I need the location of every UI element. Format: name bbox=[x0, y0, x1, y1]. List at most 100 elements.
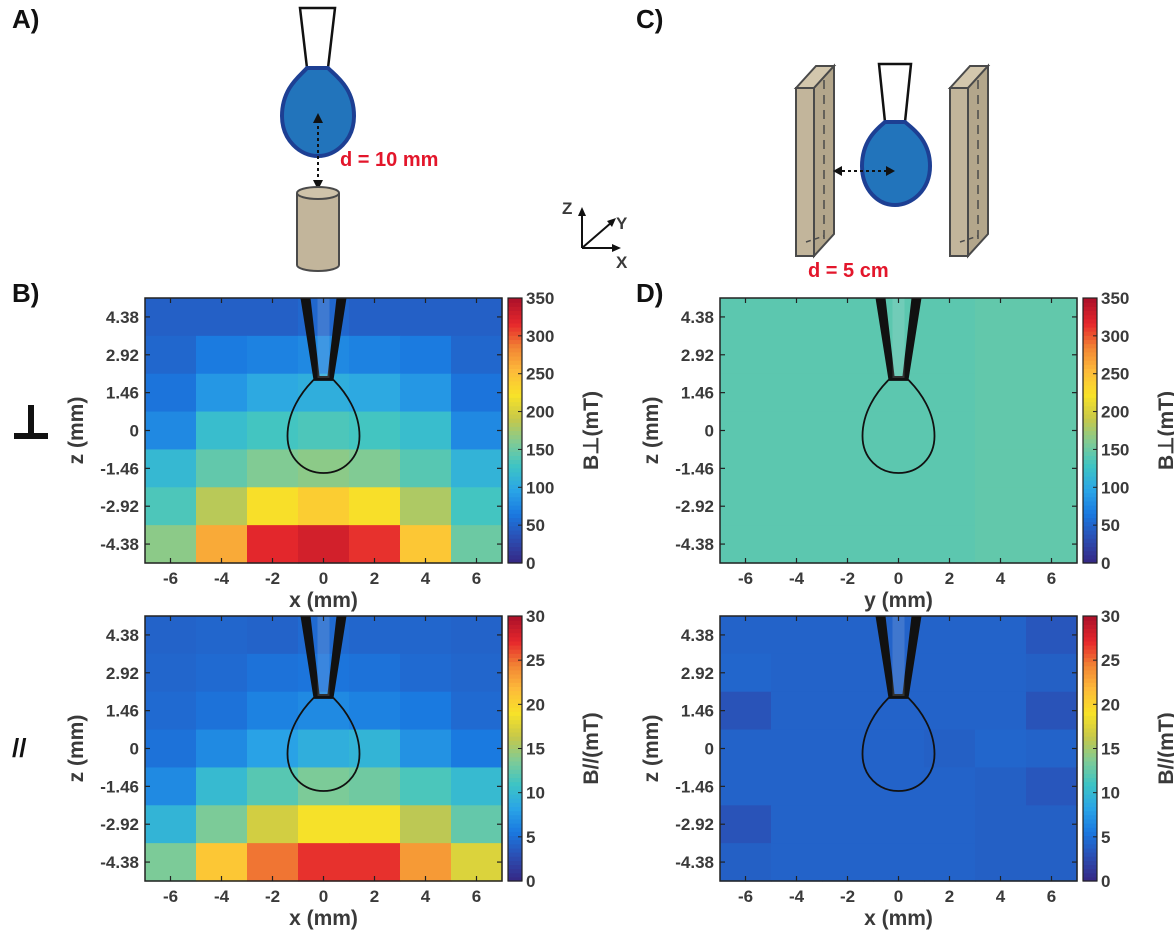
heatmap-cell bbox=[145, 729, 197, 769]
heatmap-cell bbox=[247, 767, 299, 806]
colorbar-tick-label: 0 bbox=[526, 872, 535, 891]
heatmap-cell bbox=[451, 616, 503, 655]
heatmap-cell bbox=[247, 805, 299, 844]
colorbar-segment bbox=[1083, 355, 1097, 361]
y-tick-label: 1.46 bbox=[106, 384, 139, 403]
colorbar-segment bbox=[1083, 765, 1097, 770]
y-tick-label: 4.38 bbox=[106, 626, 139, 645]
colorbar-segment bbox=[508, 682, 522, 687]
colorbar-segment bbox=[1083, 616, 1097, 621]
colorbar-segment bbox=[1083, 818, 1097, 824]
heatmap-cell bbox=[1026, 767, 1078, 806]
x-tick-label: 6 bbox=[1047, 569, 1056, 588]
colorbar-segment bbox=[508, 760, 522, 766]
x-tick-label: -2 bbox=[265, 569, 280, 588]
colorbar-tick-label: 30 bbox=[526, 607, 545, 626]
colorbar-segment bbox=[1083, 698, 1097, 704]
colorbar-segment bbox=[508, 727, 522, 733]
heatmap-cell bbox=[196, 411, 248, 451]
heatmap-cell bbox=[349, 525, 401, 564]
magnet-bar-right bbox=[949, 87, 969, 257]
colorbar-segment bbox=[1083, 488, 1097, 494]
colorbar-segment bbox=[508, 719, 522, 725]
colorbar-segment bbox=[508, 702, 522, 708]
colorbar-segment bbox=[508, 678, 522, 683]
colorbar-segment bbox=[1083, 785, 1097, 791]
heatmap-cell bbox=[771, 487, 823, 526]
colorbar-segment bbox=[508, 632, 522, 638]
colorbar-segment bbox=[508, 521, 522, 527]
colorbar-segment bbox=[1083, 442, 1097, 448]
colorbar-segment bbox=[1083, 326, 1097, 332]
heatmap-cell bbox=[720, 843, 772, 882]
colorbar-segment bbox=[508, 389, 522, 394]
heatmap-D-bottom: -6 -4 -2 0 2 4 6 4.38 2.92 1.46 0 -1.46 -2.92 -4.38 x … bbox=[640, 607, 1174, 930]
y-tick-label: 4.38 bbox=[681, 626, 714, 645]
heatmap-cell bbox=[1026, 843, 1078, 882]
colorbar-segment bbox=[508, 620, 522, 625]
colorbar-segment bbox=[508, 517, 522, 523]
x-tick-label: -6 bbox=[738, 569, 753, 588]
heatmap-cell bbox=[822, 767, 874, 806]
colorbar-segment bbox=[508, 868, 522, 874]
colorbar-segment bbox=[1083, 360, 1097, 365]
heatmap-cell bbox=[145, 691, 197, 731]
heatmap-cell bbox=[720, 729, 772, 769]
colorbar-segment bbox=[1083, 802, 1097, 808]
colorbar-segment bbox=[1083, 715, 1097, 721]
colorbar-segment bbox=[508, 529, 522, 535]
heatmap-cell bbox=[1026, 691, 1078, 731]
heatmap-cell bbox=[873, 729, 925, 769]
colorbar-segment bbox=[1083, 418, 1097, 423]
colorbar-segment bbox=[508, 847, 522, 853]
colorbar-segment bbox=[508, 777, 522, 783]
colorbar-segment bbox=[1083, 839, 1097, 845]
colorbar-segment bbox=[508, 765, 522, 770]
heatmap-cell bbox=[196, 691, 248, 731]
colorbar-segment bbox=[508, 864, 522, 870]
x-tick-label: 0 bbox=[894, 887, 903, 906]
y-tick-label: -2.92 bbox=[675, 815, 714, 834]
colorbar-tick-label: 150 bbox=[526, 440, 554, 459]
heatmap-cell bbox=[145, 653, 197, 693]
heatmap-cell bbox=[196, 843, 248, 882]
y-tick-label: -4.38 bbox=[100, 853, 139, 872]
colorbar-segment bbox=[1083, 669, 1097, 675]
heatmap-cell bbox=[145, 805, 197, 844]
colorbar-segment bbox=[508, 451, 522, 456]
colorbar-segment bbox=[1083, 748, 1097, 754]
colorbar-segment bbox=[1083, 542, 1097, 548]
heatmap-cell bbox=[720, 616, 772, 655]
colorbar-segment bbox=[1083, 347, 1097, 353]
colorbar-segment bbox=[508, 769, 522, 774]
colorbar-segment bbox=[508, 364, 522, 369]
colorbar-segment bbox=[508, 628, 522, 634]
heatmap-cell bbox=[145, 843, 197, 882]
droplet-outline bbox=[861, 697, 936, 792]
x-tick-label: 2 bbox=[370, 887, 379, 906]
arrowhead-down-a bbox=[313, 180, 323, 190]
droplet-outline bbox=[286, 379, 361, 474]
x-tick-label: 4 bbox=[996, 887, 1006, 906]
y-tick-label: -4.38 bbox=[675, 535, 714, 554]
colorbar-segment bbox=[508, 534, 522, 539]
colorbar-segment bbox=[508, 558, 522, 564]
colorbar-segment bbox=[1083, 773, 1097, 779]
heatmap-cell bbox=[720, 373, 772, 413]
heatmap-cell bbox=[822, 691, 874, 731]
colorbar-segment bbox=[508, 723, 522, 729]
distance-label-a: d = 10 mm bbox=[340, 149, 438, 171]
colorbar-segment bbox=[1083, 702, 1097, 708]
colorbar-segment bbox=[1083, 777, 1097, 783]
heatmap-cell bbox=[720, 298, 772, 337]
heatmap-cell bbox=[451, 729, 503, 769]
heatmap-cell bbox=[145, 487, 197, 526]
colorbar-segment bbox=[1083, 864, 1097, 870]
colorbar-segment bbox=[1083, 380, 1097, 386]
x-tick-label: 6 bbox=[1047, 887, 1056, 906]
colorbar-segment bbox=[1083, 322, 1097, 328]
heatmap-cell bbox=[975, 767, 1027, 806]
heatmap-cell bbox=[771, 525, 823, 564]
colorbar-tick-label: 0 bbox=[526, 554, 535, 573]
